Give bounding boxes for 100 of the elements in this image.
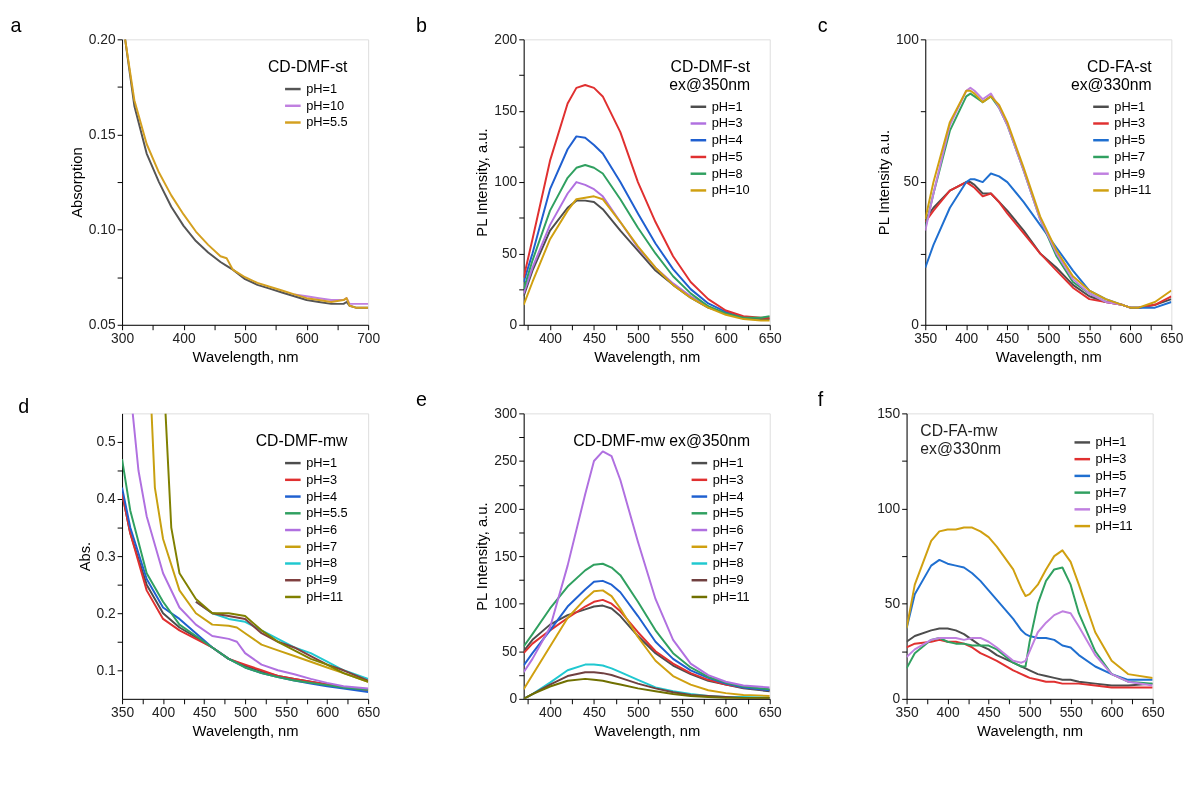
y-axis-title: Absorption: [68, 147, 85, 218]
y-tick-label: 50: [501, 643, 518, 659]
y-axis-title: PL Intensity, a.u.: [474, 128, 491, 237]
x-tick-label: 500: [234, 705, 258, 721]
x-tick-label: 550: [1078, 331, 1102, 347]
y-tick-label: 200: [494, 500, 518, 516]
y-axis-title: Abs.: [76, 541, 93, 572]
legend-label: pH=3: [712, 471, 744, 487]
x-tick-label: 600: [714, 705, 739, 721]
x-tick-label: 600: [1100, 705, 1124, 721]
chart-title: e: [416, 388, 428, 411]
x-tick-label: 450: [996, 331, 1020, 347]
annotation: CD-FA-mw ex@330nm: [920, 422, 1002, 457]
x-tick-label: 600: [316, 705, 340, 721]
legend-label: pH=4: [306, 488, 338, 504]
x-axis-title: Wavelength, nm: [594, 722, 701, 739]
x-tick-label: 400: [539, 331, 563, 347]
legend-label: pH=5: [1095, 467, 1127, 483]
x-tick-label: 450: [582, 331, 607, 347]
legend-title: CD-DMF-mw: [255, 431, 349, 449]
legend-label: pH=1: [306, 80, 338, 96]
y-tick-label: 100: [877, 500, 901, 516]
y-tick-label: 0: [911, 317, 920, 333]
legend-label: pH=9: [1095, 501, 1127, 517]
x-tick-label: 700: [357, 331, 381, 347]
y-tick-label: 0: [509, 691, 518, 707]
x-tick-label: 650: [758, 705, 783, 721]
chart-title: b: [416, 14, 428, 37]
y-tick-label: 0.5: [96, 434, 116, 450]
x-tick-label: 450: [977, 705, 1001, 721]
legend-label: pH=7: [1114, 148, 1146, 164]
y-axis-title: PL Intensity, a.u.: [474, 502, 491, 611]
legend-label: pH=5: [712, 505, 744, 521]
x-tick-label: 650: [1141, 705, 1165, 721]
x-tick-label: 550: [1059, 705, 1083, 721]
y-tick-label: 0.05: [88, 317, 116, 333]
legend-label: pH=5: [1114, 132, 1146, 148]
y-tick-label: 100: [895, 31, 920, 47]
x-tick-label: 500: [1018, 705, 1042, 721]
x-tick-label: 450: [193, 705, 217, 721]
legend-label: pH=8: [711, 165, 743, 181]
line-series: [906, 610, 1153, 687]
legend-label: pH=3: [306, 471, 338, 487]
y-tick-label: 0.1: [96, 662, 116, 678]
legend-label: pH=1: [1095, 434, 1127, 450]
chart-title: c: [817, 14, 828, 37]
legend-title: CD-FA-st ex@330nm: [1070, 57, 1153, 93]
legend-label: pH=6: [306, 521, 338, 537]
y-tick-label: 200: [494, 31, 518, 47]
legend-title: CD-DMF-mw ex@350nm: [573, 431, 751, 449]
x-tick-label: 550: [275, 705, 299, 721]
x-tick-label: 350: [111, 705, 135, 721]
y-axis-title: PL Intensity a.u.: [876, 129, 892, 236]
y-tick-label: 0.15: [88, 126, 116, 142]
legend-label: pH=11: [712, 588, 750, 604]
x-tick-label: 550: [670, 705, 695, 721]
legend-label: pH=7: [712, 538, 744, 554]
line-series: [124, 39, 369, 309]
y-tick-label: 250: [494, 453, 518, 469]
chart-title: f: [817, 388, 824, 411]
legend-label: pH=6: [712, 521, 744, 537]
x-tick-label: 600: [714, 331, 739, 347]
y-tick-label: 0: [892, 691, 901, 707]
legend-label: pH=11: [306, 588, 344, 604]
legend-label: pH=3: [1095, 451, 1127, 467]
legend-label: pH=1: [1114, 98, 1146, 114]
legend-label: pH=1: [712, 455, 744, 471]
x-tick-label: 500: [626, 705, 651, 721]
x-tick-label: 500: [234, 331, 258, 347]
legend-label: pH=10: [306, 97, 345, 113]
legend-label: pH=3: [711, 115, 743, 131]
y-tick-label: 150: [494, 548, 518, 564]
legend-label: pH=9: [712, 572, 744, 588]
legend-label: pH=4: [711, 132, 743, 148]
y-tick-label: 50: [884, 596, 901, 612]
legend-label: pH=7: [1095, 484, 1127, 500]
y-tick-label: 0: [509, 317, 518, 333]
y-tick-label: 150: [494, 103, 518, 119]
y-tick-label: 150: [877, 405, 901, 421]
legend-label: pH=1: [306, 455, 338, 471]
x-axis-title: Wavelength, nm: [995, 348, 1102, 365]
y-tick-label: 0.10: [88, 222, 116, 238]
x-tick-label: 300: [111, 331, 135, 347]
x-tick-label: 500: [1037, 331, 1061, 347]
chart-title: d: [18, 395, 30, 418]
x-tick-label: 400: [152, 705, 176, 721]
line-series: [523, 450, 770, 689]
line-series: [523, 163, 770, 319]
legend-label: pH=9: [1114, 165, 1146, 181]
legend-label: pH=4: [712, 488, 744, 504]
x-tick-label: 600: [295, 331, 319, 347]
y-tick-label: 0.2: [96, 605, 116, 621]
legend-label: pH=11: [1095, 518, 1133, 534]
legend-title: CD-DMF-st: [267, 57, 349, 75]
y-tick-label: 100: [494, 174, 518, 190]
y-tick-label: 0.20: [88, 31, 116, 47]
x-tick-label: 500: [626, 331, 651, 347]
x-axis-title: Wavelength, nm: [192, 348, 299, 365]
x-tick-label: 550: [670, 331, 695, 347]
x-tick-label: 650: [1160, 331, 1184, 347]
